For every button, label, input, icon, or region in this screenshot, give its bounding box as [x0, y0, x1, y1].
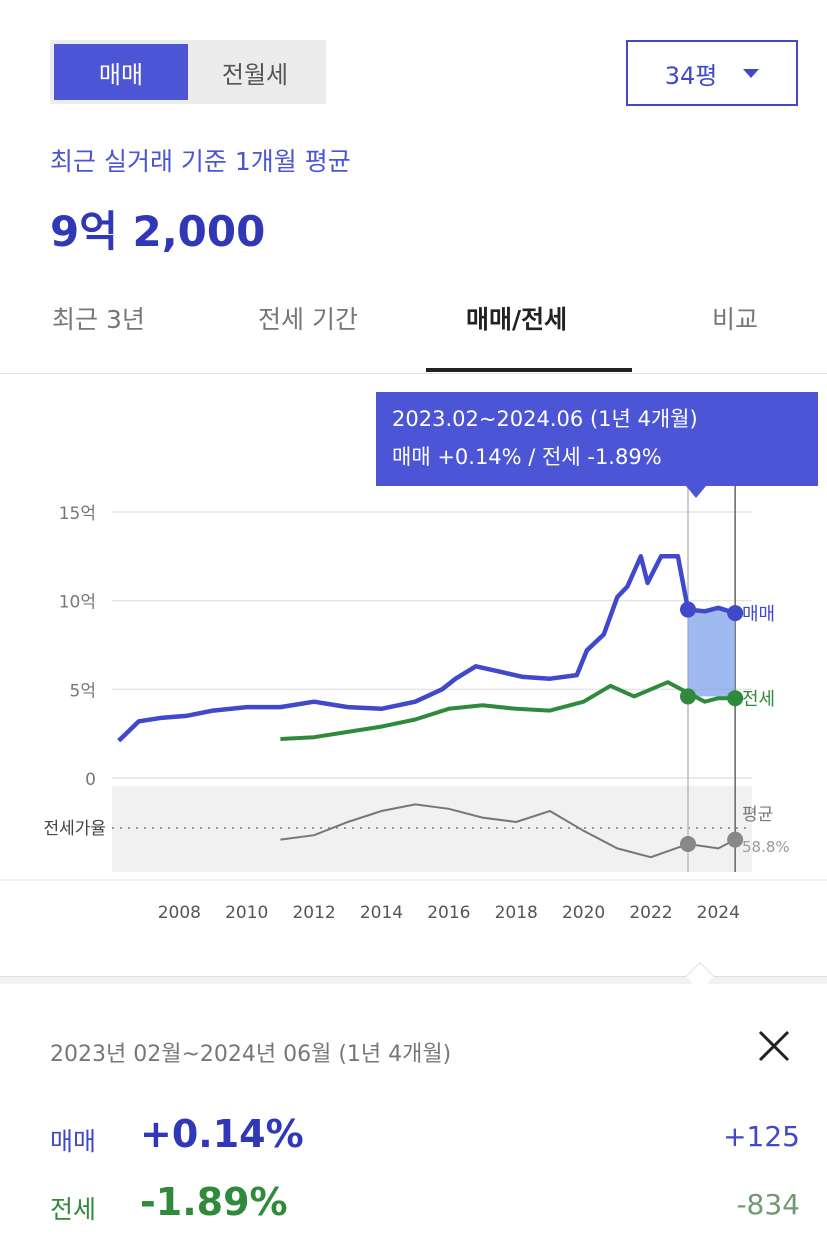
jeonse-series-label: 전세: [742, 689, 775, 710]
tab-rent[interactable]: 전월세: [221, 60, 289, 89]
tab-sale[interactable]: 매매: [54, 44, 188, 100]
range-marker: [680, 836, 696, 852]
average-caption: 최근 실거래 기준 1개월 평균: [50, 147, 351, 176]
tab-recent-3y[interactable]: 최근 3년: [52, 305, 145, 334]
jeonse-line: [280, 680, 736, 741]
y-tick-label: 15억: [59, 504, 96, 524]
range-marker: [680, 688, 696, 705]
jeonse-label: 전세: [50, 1195, 97, 1224]
sale-series-label: 매매: [742, 604, 775, 625]
range-marker: [727, 690, 744, 707]
summary-panel: 매매 전월세 34평 최근 실거래 기준 1개월 평균 9억 2,000 최근 …: [0, 0, 827, 374]
x-tick-label: 2020: [562, 903, 605, 923]
tooltip-arrow: [686, 486, 706, 498]
size-select[interactable]: 34평: [626, 40, 798, 106]
y-tick-label: 10억: [59, 593, 96, 613]
jeonse-pct: -1.89%: [140, 1180, 288, 1224]
range-marker: [680, 601, 696, 618]
ratio-avg-label: 평균: [742, 805, 773, 825]
sale-abs: +125: [723, 1120, 800, 1153]
x-tick-label: 2018: [495, 903, 538, 923]
tooltip-period: 2023.02~2024.06 (1년 4개월): [392, 407, 698, 431]
x-tick-label: 2008: [158, 903, 201, 923]
ratio-line: [280, 803, 736, 859]
x-tick-label: 2014: [360, 903, 403, 923]
range-area: [688, 609, 736, 697]
x-tick-label: 2024: [697, 903, 740, 923]
divider: [0, 976, 827, 984]
jeonse-change-row: 전세 -1.89% -834: [50, 1180, 800, 1230]
sale-change-row: 매매 +0.14% +125: [50, 1112, 800, 1162]
range-detail: 2023년 02월~2024년 06월 (1년 4개월) 매매 +0.14% +…: [0, 984, 827, 1248]
range-tooltip: 2023.02~2024.06 (1년 4개월) 매매 +0.14% / 전세 …: [376, 392, 818, 486]
detail-period: 2023년 02월~2024년 06월 (1년 4개월): [50, 1042, 452, 1067]
tab-jeonse-period[interactable]: 전세 기간: [258, 305, 358, 334]
ratio-avg-value: 58.8%: [742, 838, 790, 856]
y-tick-label: 0: [85, 770, 96, 790]
close-icon[interactable]: [756, 1028, 792, 1064]
jeonse-abs: -834: [736, 1188, 800, 1221]
x-tick-label: 2012: [292, 903, 335, 923]
sale-line: [117, 554, 736, 743]
y-tick-label: 5억: [70, 681, 96, 701]
sale-pct: +0.14%: [140, 1112, 304, 1156]
x-tick-label: 2022: [629, 903, 672, 923]
x-tick-label: 2016: [427, 903, 470, 923]
range-marker: [727, 831, 744, 848]
range-marker: [727, 605, 744, 622]
ratio-label: 전세가율: [43, 819, 106, 839]
tab-sale-jeonse[interactable]: 매매/전세: [466, 305, 568, 334]
tooltip-change: 매매 +0.14% / 전세 -1.89%: [392, 445, 662, 469]
active-tab-indicator: [426, 368, 632, 372]
size-select-value: 34평: [664, 61, 718, 90]
x-tick-label: 2010: [225, 903, 268, 923]
average-price: 9억 2,000: [50, 207, 266, 256]
tab-compare[interactable]: 비교: [712, 305, 759, 334]
sale-label: 매매: [50, 1127, 97, 1156]
deal-type-toggle: 매매 전월세: [50, 40, 326, 104]
caret-down-icon: [743, 68, 760, 78]
period-tabs: 최근 3년 전세 기간 매매/전세 비교: [0, 290, 827, 374]
